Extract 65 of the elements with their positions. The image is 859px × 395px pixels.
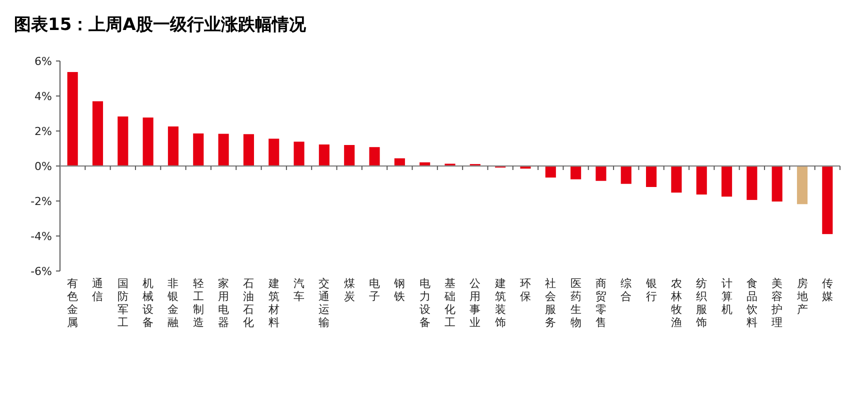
bar [369,147,380,166]
x-tick-label: 非银金融 [166,277,179,329]
bar [822,166,833,234]
bar [620,166,632,184]
x-tick-label: 公用事业 [470,277,481,329]
bar [570,166,582,180]
x-tick-label: 汽车 [294,277,305,303]
x-tick-label: 电子 [369,277,380,303]
bar [318,144,330,166]
bar [142,118,154,166]
bar [746,166,758,200]
x-tick-label: 钢铁 [393,277,406,303]
x-tick-label: 轻工制造 [192,277,204,329]
x-tick-label: 农林牧渔 [670,277,682,329]
bar [646,166,657,187]
x-tick-label: 建筑装饰 [494,277,506,329]
y-tick-label: 6% [34,55,52,68]
bar [67,72,78,166]
y-tick-label: -4% [30,230,52,243]
chart-title: 图表15：上周A股一级行业涨跌幅情况 [14,15,307,35]
bar [168,126,179,166]
bar [671,166,682,193]
x-tick-label: 食品饮料 [745,277,758,329]
bar [545,166,556,178]
x-tick-label: 房地产 [796,277,808,316]
bar [721,166,732,197]
x-tick-label: 美容护理 [770,277,783,329]
x-tick-label: 基础化工 [444,277,456,329]
bar [118,116,128,166]
x-tick-label: 交通运输 [318,277,330,329]
x-tick-label: 银行 [644,277,657,303]
bar [92,101,104,166]
x-tick-label: 煤炭 [344,277,355,303]
y-tick-label: -6% [30,265,52,278]
bar [294,142,304,166]
x-tick-label: 家用电器 [218,277,230,329]
x-tick-label: 纺织服饰 [695,277,708,329]
x-tick-label: 国防军工 [117,277,128,329]
bar [796,166,808,204]
x-tick-label: 有色金属 [67,277,78,329]
x-tick-label: 计算机 [721,277,732,316]
y-tick-label: 2% [34,125,52,138]
x-tick-label: 社会服务 [545,277,556,329]
x-tick-label: 建筑材料 [267,277,280,329]
bar [268,138,280,166]
x-tick-label: 医药生物 [570,277,582,329]
y-tick-label: 0% [34,160,52,173]
bar [772,166,782,202]
bar [243,134,254,166]
bar [596,166,606,181]
x-tick-label: 环保 [520,277,531,303]
bar [218,134,229,166]
x-tick-label: 机械设备 [142,277,154,329]
bar [394,158,405,166]
x-tick-label: 电力设备 [419,277,430,329]
bar [344,145,355,166]
x-tick-label: 传媒 [822,277,833,303]
bar [696,166,707,195]
y-tick-label: 4% [34,90,52,103]
x-tick-label: 商贸零售 [595,277,606,329]
x-tick-label: 综合 [620,277,632,303]
x-tick-label: 通信 [92,277,104,303]
y-tick-label: -2% [30,195,52,208]
bar [193,133,204,166]
x-tick-label: 石油石化 [243,277,254,329]
